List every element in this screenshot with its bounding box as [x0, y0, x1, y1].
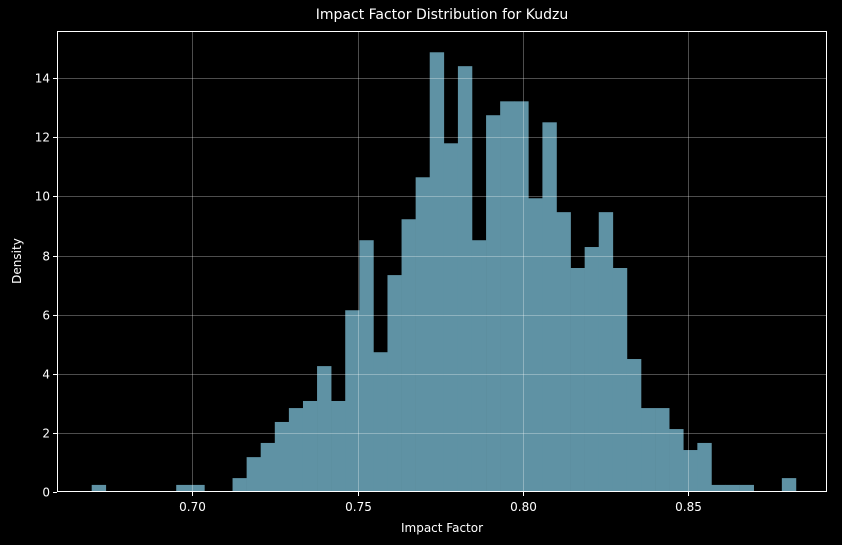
histogram-bar: [91, 484, 107, 492]
x-tick-label: 0.80: [510, 500, 537, 514]
histogram-bar: [570, 268, 585, 492]
histogram-bar: [486, 115, 501, 492]
histogram-bar: [288, 408, 304, 492]
histogram-bar: [626, 359, 642, 492]
histogram-bar: [641, 408, 656, 492]
x-tick-label: 0.70: [179, 500, 206, 514]
y-tick-label: 14: [35, 72, 50, 86]
histogram-bar: [612, 268, 628, 492]
histogram-bar: [274, 421, 290, 492]
histogram-bar: [781, 478, 797, 492]
y-tick-label: 4: [42, 368, 50, 382]
y-axis-label: Density: [10, 238, 24, 284]
histogram-bar: [190, 484, 205, 492]
histogram-bar: [697, 442, 712, 492]
histogram-bar: [443, 143, 459, 493]
y-tick-label: 2: [42, 427, 50, 441]
histogram-bar: [683, 450, 698, 492]
x-tick-label: 0.85: [675, 500, 702, 514]
histogram-bar: [725, 484, 740, 492]
histogram-bar: [387, 275, 402, 492]
histogram-bar: [373, 352, 388, 492]
histogram-bar: [401, 219, 416, 492]
histogram-bar: [528, 198, 543, 492]
histogram-bar: [429, 52, 445, 493]
histogram-bar: [232, 478, 247, 492]
y-tick-label: 12: [35, 131, 50, 145]
plot-frame: [57, 31, 827, 492]
histogram-bar: [739, 484, 754, 492]
histogram-bar: [542, 122, 557, 492]
y-axis-ticks: 0 2 4 6 8 10 12 14: [35, 72, 57, 500]
y-tick-label: 0: [42, 486, 50, 500]
y-tick-label: 8: [42, 250, 50, 264]
histogram-bar: [345, 310, 360, 492]
chart-title: Impact Factor Distribution for Kudzu: [315, 7, 569, 23]
histogram-bar: [302, 400, 318, 492]
histogram-bar: [317, 366, 332, 492]
histogram-bars: [91, 52, 797, 493]
y-tick-label: 10: [35, 190, 50, 204]
histogram-bar: [471, 240, 487, 492]
histogram-bar: [246, 457, 262, 492]
histogram-bar: [415, 177, 431, 492]
histogram-bar: [359, 240, 374, 492]
histogram-bar: [457, 66, 473, 493]
x-axis-ticks: 0.70 0.75 0.80 0.85: [179, 492, 702, 514]
histogram-bar: [655, 408, 670, 492]
histogram-bar: [556, 212, 571, 492]
histogram-bar: [669, 429, 684, 492]
histogram-bar: [176, 484, 191, 492]
y-tick-label: 6: [42, 309, 50, 323]
x-axis-label: Impact Factor: [401, 521, 483, 535]
histogram-bar: [260, 442, 276, 492]
histogram-bar: [514, 101, 529, 492]
histogram-bar: [711, 484, 726, 492]
histogram-bar: [500, 101, 515, 492]
histogram-bar: [598, 212, 614, 492]
histogram-bar: [331, 400, 346, 492]
histogram-bar: [584, 247, 600, 492]
x-tick-label: 0.75: [345, 500, 372, 514]
